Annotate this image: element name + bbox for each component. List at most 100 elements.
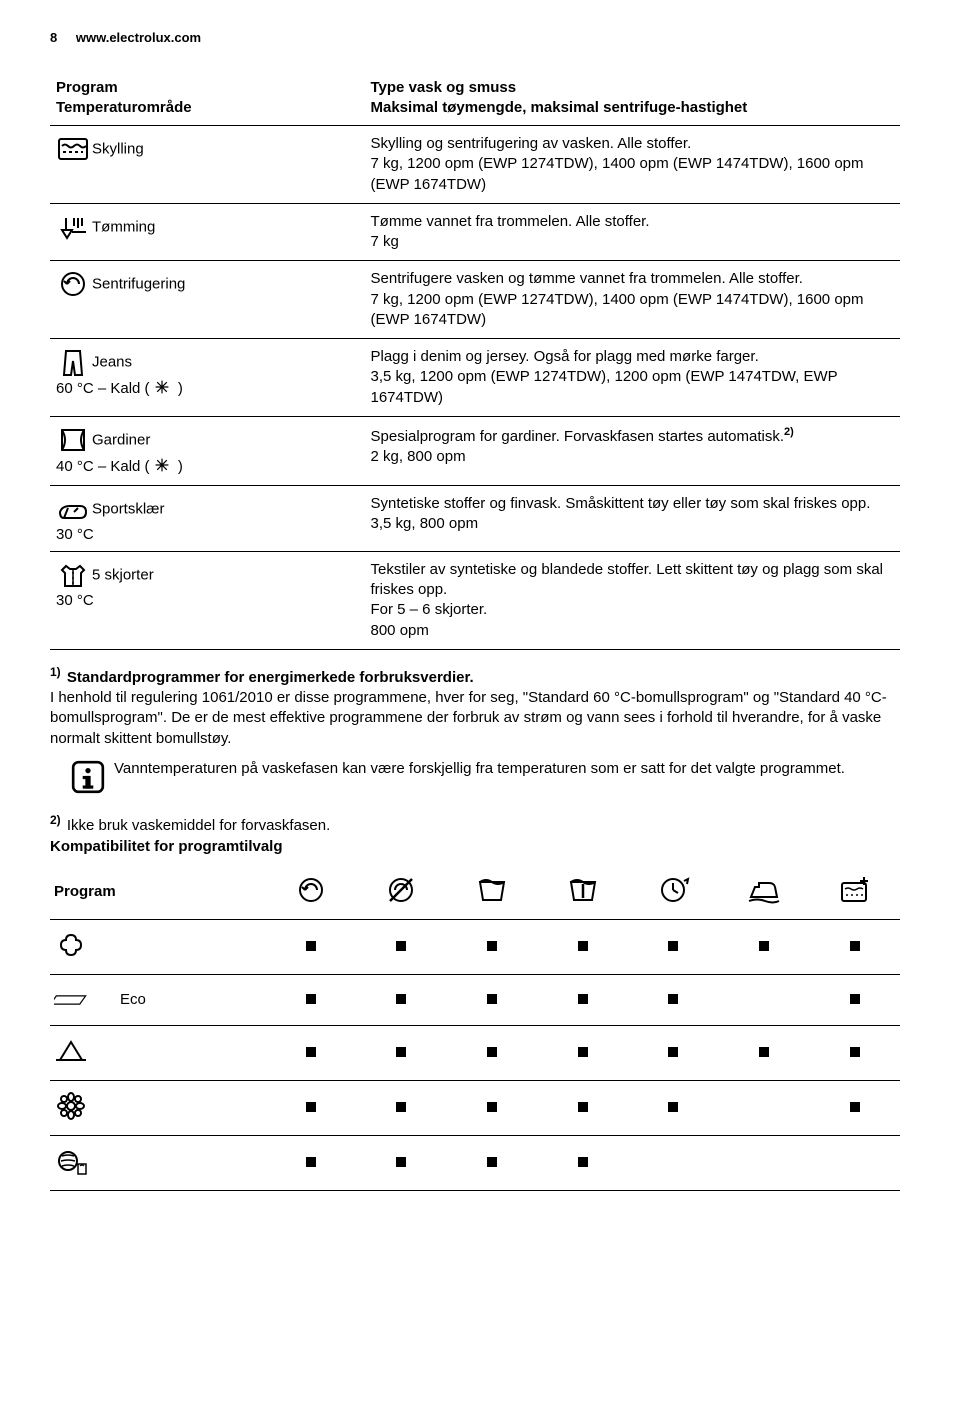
check-mark: [759, 1047, 769, 1057]
compat-mark: [266, 919, 357, 974]
compat-mark: [537, 919, 628, 974]
table-row: Sportsklær30 °CSyntetiske stoffer og fin…: [50, 485, 900, 551]
check-mark: [396, 1157, 406, 1167]
check-mark: [487, 1102, 497, 1112]
program-label: Jeans: [92, 354, 132, 371]
prewash-plus-header-icon: [809, 865, 900, 920]
iron-header-icon: [719, 865, 810, 920]
program-cell: 5 skjorter 30 °C: [50, 551, 365, 649]
description-cell: Tekstiler av syntetiske og blandede stof…: [365, 551, 901, 649]
check-mark: [850, 1102, 860, 1112]
compat-mark: [537, 1025, 628, 1080]
compat-mark: [447, 1135, 538, 1190]
wool-icon: [54, 1163, 88, 1180]
compat-row: Eco: [50, 974, 900, 1025]
check-mark: [306, 1102, 316, 1112]
compat-mark: [447, 919, 538, 974]
compat-mark: [719, 1025, 810, 1080]
program-label: Gardiner: [92, 431, 150, 448]
compat-row: [50, 1135, 900, 1190]
curtains-icon: [56, 425, 90, 455]
header-url: www.electrolux.com: [76, 30, 201, 45]
delicate-icon: [54, 1108, 88, 1125]
program-cell: Sentrifugering: [50, 261, 365, 339]
program-label: Sentrifugering: [92, 276, 185, 293]
page-number: 8: [50, 30, 57, 45]
compat-mark: [356, 919, 447, 974]
description-cell: Sentrifugere vasken og tømme vannet fra …: [365, 261, 901, 339]
basin-header-icon: [447, 865, 538, 920]
compat-mark: [628, 919, 719, 974]
program-cell: Gardiner 40 °C – Kald ( ): [50, 416, 365, 485]
check-mark: [487, 1047, 497, 1057]
check-mark: [306, 1157, 316, 1167]
check-mark: [306, 941, 316, 951]
spin-icon: [56, 269, 90, 299]
program-label: 5 skjorter: [92, 566, 154, 583]
jeans-icon: [56, 347, 90, 377]
clock-header-icon: [628, 865, 719, 920]
check-mark: [578, 1157, 588, 1167]
compat-mark: [266, 1025, 357, 1080]
check-mark: [578, 941, 588, 951]
check-mark: [578, 1102, 588, 1112]
compat-mark: [537, 1135, 628, 1190]
program-cell: Tømming: [50, 203, 365, 261]
check-mark: [487, 994, 497, 1004]
compat-mark: [356, 974, 447, 1025]
check-mark: [487, 941, 497, 951]
rinse-icon: [56, 134, 90, 164]
compat-mark: [719, 1080, 810, 1135]
table-row: 5 skjorter 30 °C Tekstiler av syntetiske o…: [50, 551, 900, 649]
compat-mark: [447, 1080, 538, 1135]
compat-program-cell: [50, 1135, 266, 1190]
description-cell: Syntetiske stoffer og finvask. Småskitte…: [365, 485, 901, 551]
synthetic-icon: [54, 1053, 88, 1070]
eco-label: Eco: [120, 991, 146, 1008]
program-sub: 60 °C – Kald ( ): [56, 379, 359, 399]
compat-mark: [628, 1135, 719, 1190]
program-sub: 40 °C – Kald ( ): [56, 457, 359, 477]
check-mark: [850, 994, 860, 1004]
check-mark: [578, 1047, 588, 1057]
check-mark: [850, 941, 860, 951]
table-row: Jeans60 °C – Kald ( )Plagg i denim og je…: [50, 339, 900, 417]
compat-mark: [719, 919, 810, 974]
program-table: Program Temperaturområde Type vask og sm…: [50, 70, 900, 650]
spin-header-icon: [266, 865, 357, 920]
compat-program-cell: [50, 1025, 266, 1080]
check-mark: [668, 941, 678, 951]
program-sub: 30 °C: [56, 592, 359, 609]
shirts-icon: [56, 560, 90, 590]
snowflake-icon: [154, 379, 174, 399]
table-row: TømmingTømme vannet fra trommelen. Alle …: [50, 203, 900, 261]
check-mark: [759, 941, 769, 951]
table-row: SkyllingSkylling og sentrifugering av va…: [50, 126, 900, 204]
compat-mark: [356, 1080, 447, 1135]
footnote-1: 1) Standardprogrammer for energimerkede …: [50, 664, 900, 795]
check-mark: [578, 994, 588, 1004]
program-sub: 30 °C: [56, 526, 359, 543]
compat-program-cell: Eco: [50, 974, 266, 1025]
table-row: Sentrifugering Sentrifugere vasken og tøm…: [50, 261, 900, 339]
sports-icon: [56, 494, 90, 524]
compat-mark: [266, 974, 357, 1025]
check-mark: [306, 1047, 316, 1057]
nospin-header-icon: [356, 865, 447, 920]
cotton-icon: [54, 947, 88, 964]
basin-hold-header-icon: [537, 865, 628, 920]
compat-mark: [809, 1080, 900, 1135]
compat-table: Program Eco: [50, 865, 900, 1191]
check-mark: [850, 1047, 860, 1057]
compat-mark: [719, 1135, 810, 1190]
compat-mark: [447, 974, 538, 1025]
check-mark: [668, 1047, 678, 1057]
check-mark: [396, 994, 406, 1004]
info-callout: Vanntemperaturen på vaskefasen kan være …: [70, 759, 900, 795]
program-cell: Jeans 60 °C – Kald ( ): [50, 339, 365, 417]
compat-row: [50, 919, 900, 974]
compat-mark: [266, 1135, 357, 1190]
compat-mark: [809, 919, 900, 974]
compat-row: [50, 1025, 900, 1080]
info-icon: [70, 759, 106, 795]
